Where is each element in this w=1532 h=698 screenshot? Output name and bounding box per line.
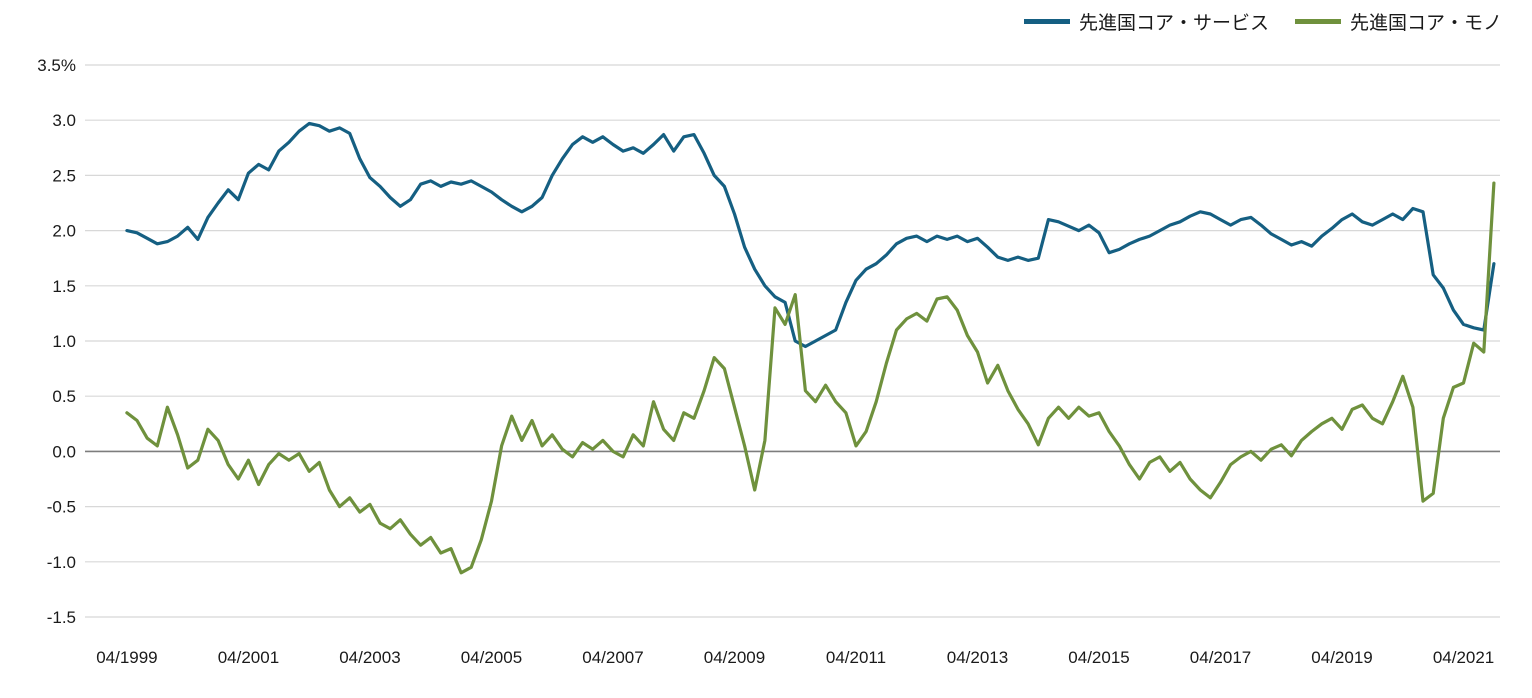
y-tick-label: 3.5% (37, 56, 76, 75)
legend-item-core-goods: 先進国コア・モノ (1294, 8, 1502, 35)
chart-legend: 先進国コア・サービス 先進国コア・モノ (1023, 8, 1502, 35)
y-tick-label: 2.0 (52, 222, 76, 241)
x-tick-label: 04/2007 (582, 648, 643, 667)
x-tick-label: 04/2019 (1311, 648, 1372, 667)
y-tick-label: 0.5 (52, 387, 76, 406)
y-tick-label: 1.5 (52, 277, 76, 296)
core-goods-line (125, 181, 1496, 575)
x-tick-label: 04/2021 (1433, 648, 1494, 667)
core-services-line (125, 121, 1496, 349)
goods-line-swatch-icon (1294, 19, 1341, 24)
y-tick-label: 3.0 (52, 111, 76, 130)
services-line-swatch-icon (1023, 19, 1070, 24)
x-tick-label: 04/2005 (461, 648, 522, 667)
y-tick-label: -0.5 (47, 498, 76, 517)
x-tick-label: 04/1999 (96, 648, 157, 667)
legend-item-core-services: 先進国コア・サービス (1023, 8, 1269, 35)
y-tick-label: 2.5 (52, 166, 76, 185)
y-tick-label: -1.0 (47, 553, 76, 572)
legend-label-core-goods: 先進国コア・モノ (1349, 13, 1502, 34)
y-tick-label: 1.0 (52, 332, 76, 351)
x-tick-label: 04/2015 (1068, 648, 1129, 667)
x-tick-label: 04/2003 (339, 648, 400, 667)
x-tick-label: 04/2001 (218, 648, 279, 667)
x-tick-label: 04/2017 (1190, 648, 1251, 667)
x-tick-label: 04/2013 (947, 648, 1008, 667)
y-tick-label: 0.0 (52, 442, 76, 461)
x-tick-label: 04/2011 (826, 648, 886, 667)
legend-label-core-services: 先進国コア・サービス (1078, 13, 1269, 34)
y-tick-label: -1.5 (47, 608, 76, 627)
x-tick-label: 04/2009 (704, 648, 765, 667)
